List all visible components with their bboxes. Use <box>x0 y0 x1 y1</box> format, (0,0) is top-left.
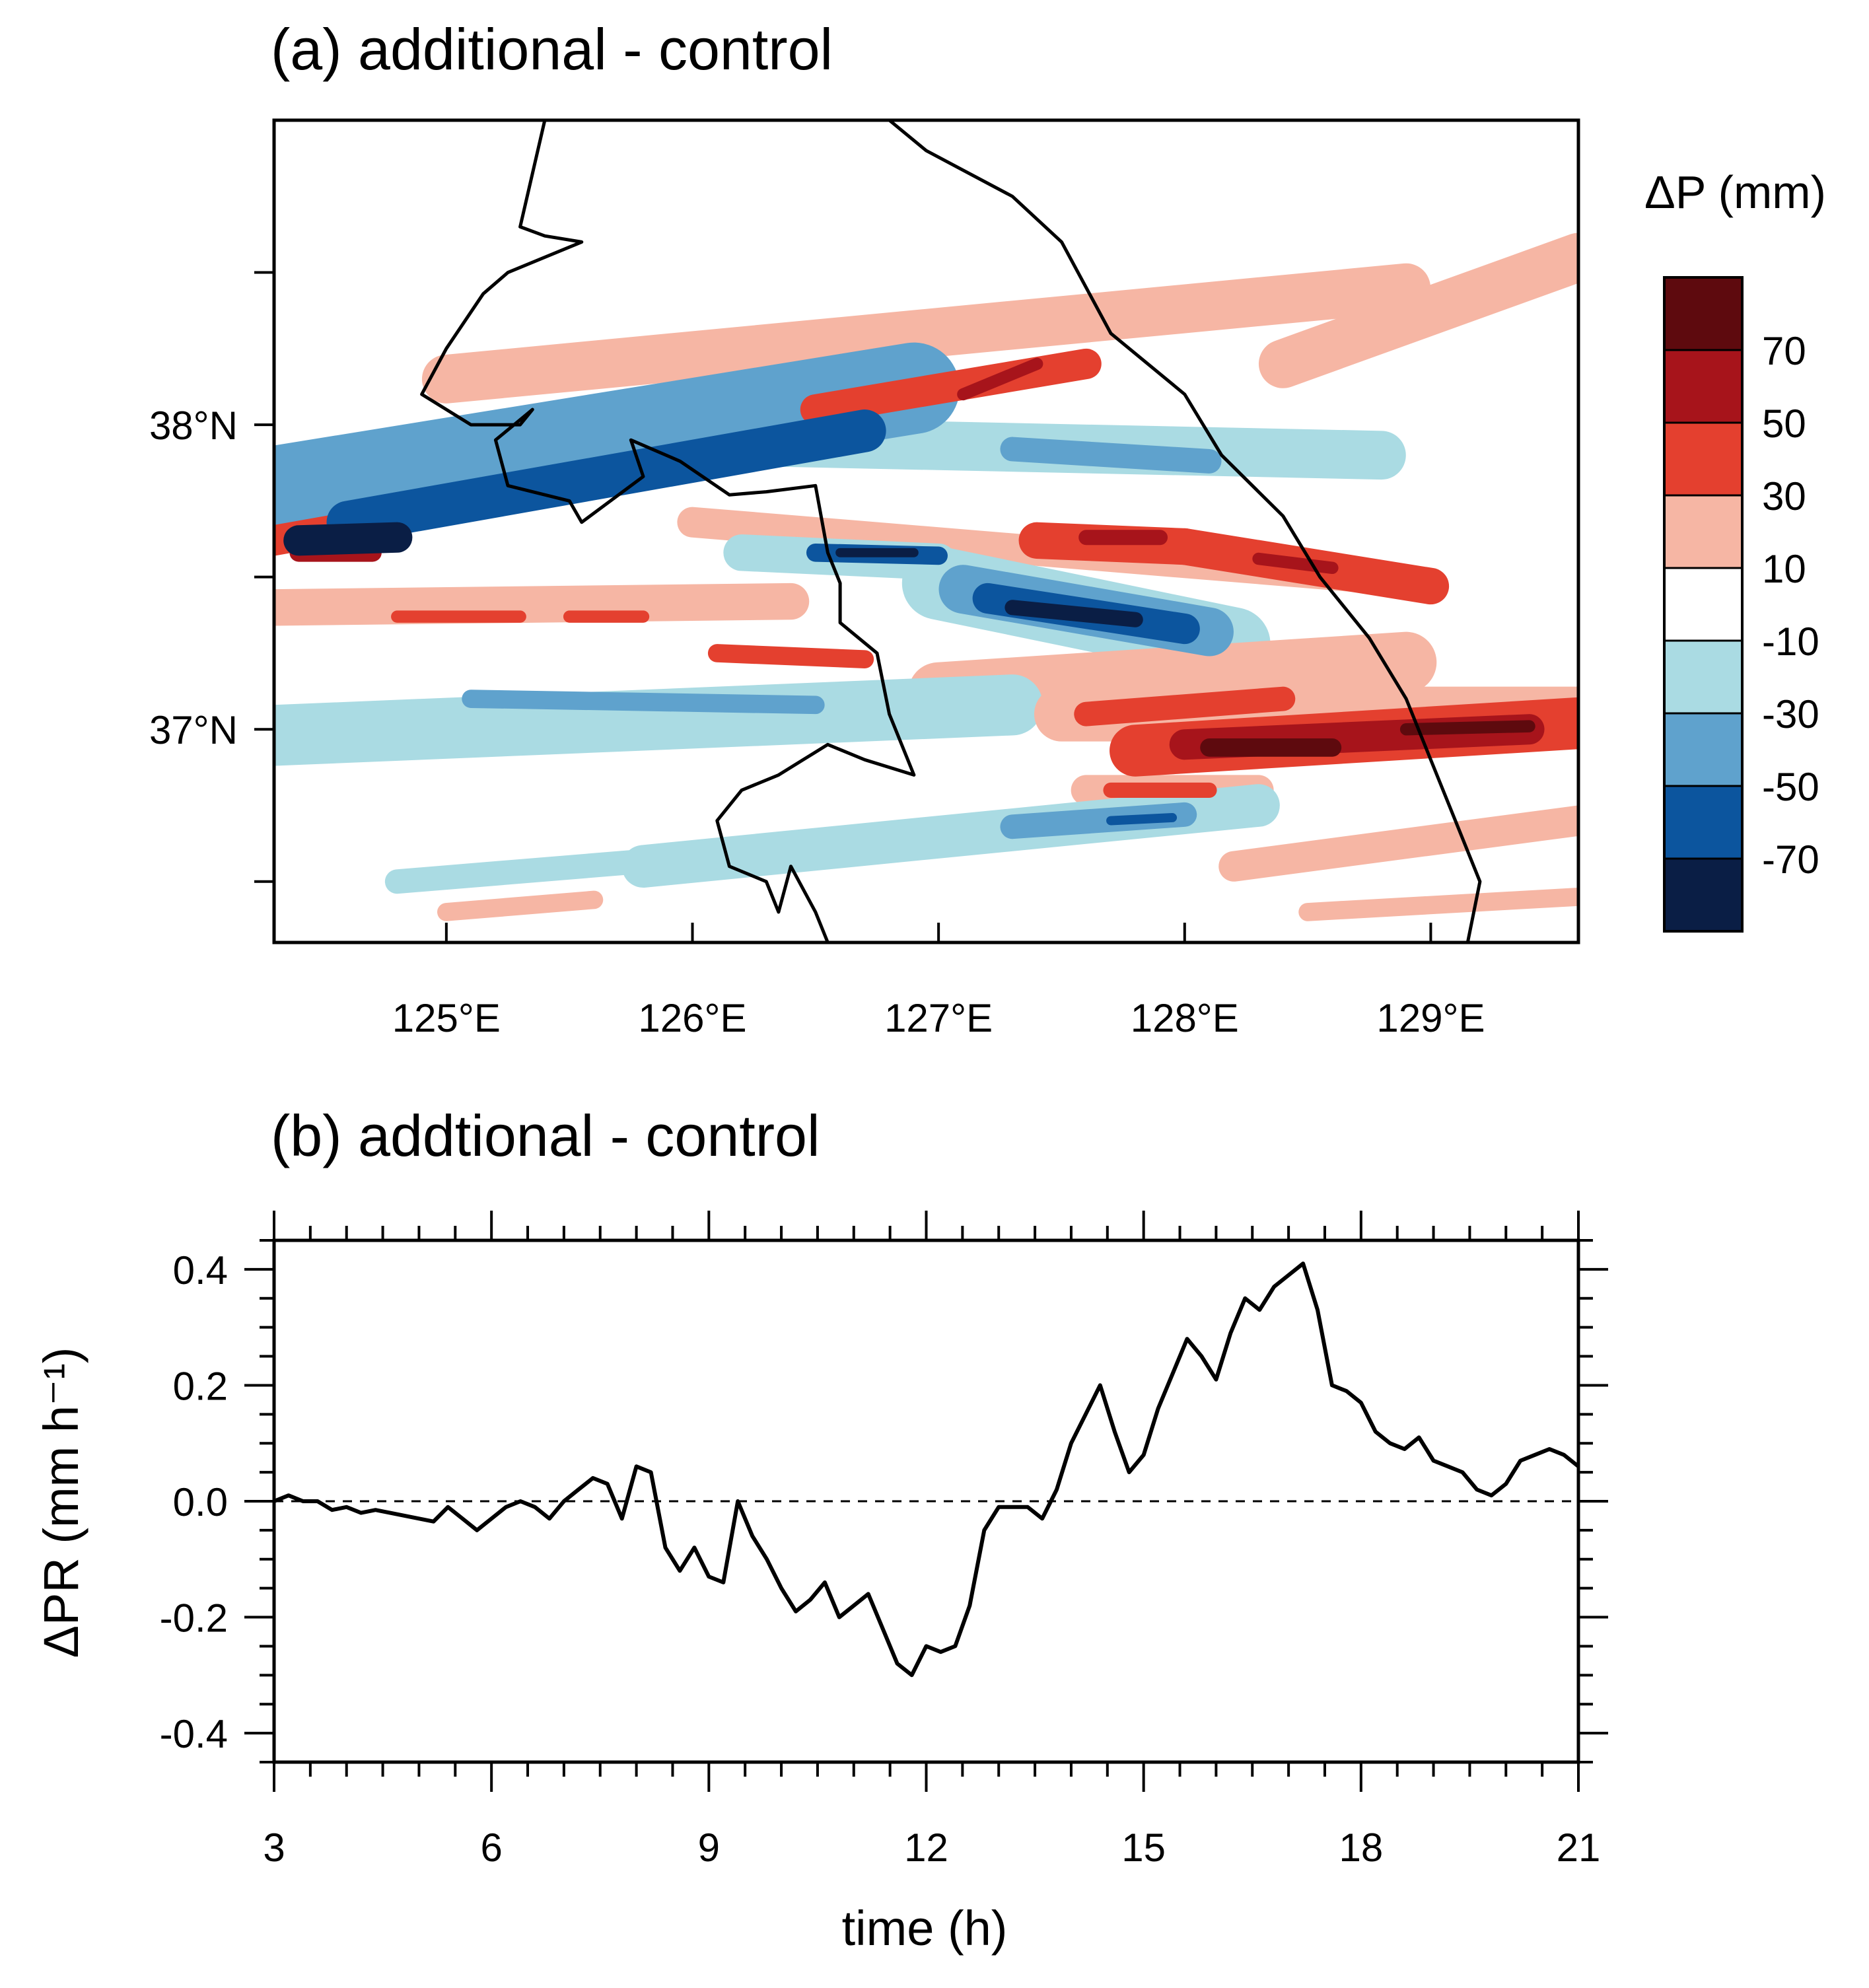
precip-band-12 <box>384 845 705 894</box>
y-tick-label-3: 0.2 <box>173 1364 228 1408</box>
map-frame <box>272 118 1580 944</box>
line-plot: 3 6 9 12 15 18 21 -0.4 -0.2 0.0 0.2 0.4 <box>160 1211 1608 1870</box>
east-coastline <box>888 120 1482 942</box>
colorbar-swatch-3 <box>1663 494 1744 569</box>
precip-band-0 <box>421 263 1431 404</box>
precip-band-26 <box>462 690 825 715</box>
precip-band-44 <box>1399 720 1535 736</box>
colorbar-swatch-5 <box>1663 639 1744 715</box>
lon-tick-label-1: 126°E <box>638 996 746 1040</box>
colorbar-swatch-2 <box>1663 421 1744 497</box>
precip-band-40 <box>283 522 413 556</box>
west-coastline <box>420 120 916 942</box>
colorbar-label-7: -70 <box>1762 837 1819 882</box>
colorbar-title: ΔP (mm) <box>1644 166 1826 218</box>
line-title: (b) addtional - control <box>271 1103 820 1168</box>
colorbar-swatch-8 <box>1663 857 1744 933</box>
y-tick-label-2: 0.0 <box>173 1480 228 1524</box>
precip-band-19 <box>1000 437 1222 474</box>
coastline <box>420 120 1482 942</box>
precip-band-2 <box>1258 232 1578 388</box>
lat-tick-label-0: 38°N <box>149 404 238 448</box>
x-tick-label-4: 15 <box>1121 1826 1166 1870</box>
lon-tick-label-3: 128°E <box>1131 996 1239 1040</box>
x-tick-label-0: 3 <box>263 1826 285 1870</box>
x-tick-label-6: 21 <box>1557 1826 1601 1870</box>
precip-band-13 <box>437 890 604 921</box>
x-tick-label-5: 18 <box>1339 1826 1383 1870</box>
colorbar-label-0: 70 <box>1762 329 1806 373</box>
colorbar-swatch-1 <box>1663 349 1744 424</box>
precip-band-25 <box>707 644 874 669</box>
y-tick-label-1: -0.2 <box>160 1596 228 1641</box>
delta-pr-series <box>273 1261 1580 1678</box>
x-tick-label-1: 6 <box>480 1826 502 1870</box>
map-axes: 125°E 126°E 127°E 128°E 129°E 38°N 37°N <box>149 271 1485 1040</box>
precip-band-18 <box>800 348 1102 425</box>
precip-difference-field <box>274 120 1578 942</box>
colorbar-label-2: 30 <box>1762 474 1806 518</box>
x-tick-label-3: 12 <box>904 1826 948 1870</box>
y-tick-label-4: 0.4 <box>173 1248 228 1293</box>
colorbar: 70 50 30 10 -10 -30 -50 -70 <box>1663 276 1819 933</box>
colorbar-label-6: -50 <box>1762 765 1819 809</box>
y-tick-label-0: -0.4 <box>160 1712 228 1756</box>
x-axis-label: time (h) <box>842 1901 1008 1956</box>
colorbar-swatch-6 <box>1663 712 1744 787</box>
precip-band-6 <box>274 583 810 626</box>
lon-tick-label-2: 127°E <box>884 996 993 1040</box>
colorbar-swatch-7 <box>1663 785 1744 860</box>
precip-band-35 <box>1252 552 1339 575</box>
precip-band-14 <box>1218 805 1578 882</box>
colorbar-label-5: -30 <box>1762 692 1819 736</box>
precip-band-33 <box>957 357 1043 401</box>
y-axis-label: ΔPR (mm h⁻¹) <box>34 1347 88 1658</box>
precip-band-42 <box>1005 600 1143 627</box>
precip-band-27 <box>1074 686 1296 727</box>
colorbar-label-3: 10 <box>1762 547 1806 591</box>
map-title: (a) additional - control <box>271 17 833 82</box>
colorbar-frame <box>1663 276 1744 933</box>
lat-tick-label-1: 37°N <box>149 708 238 752</box>
colorbar-swatch-4 <box>1663 567 1744 642</box>
lon-tick-label-4: 129°E <box>1376 996 1485 1040</box>
precip-band-39 <box>1106 813 1178 826</box>
precip-band-15 <box>1298 888 1578 921</box>
precip-band-31 <box>326 409 886 544</box>
x-tick-label-2: 9 <box>698 1826 720 1870</box>
colorbar-label-1: 50 <box>1762 402 1806 446</box>
colorbar-label-4: -10 <box>1762 620 1819 664</box>
lon-tick-label-0: 125°E <box>392 996 501 1040</box>
colorbar-swatch-0 <box>1663 276 1744 351</box>
